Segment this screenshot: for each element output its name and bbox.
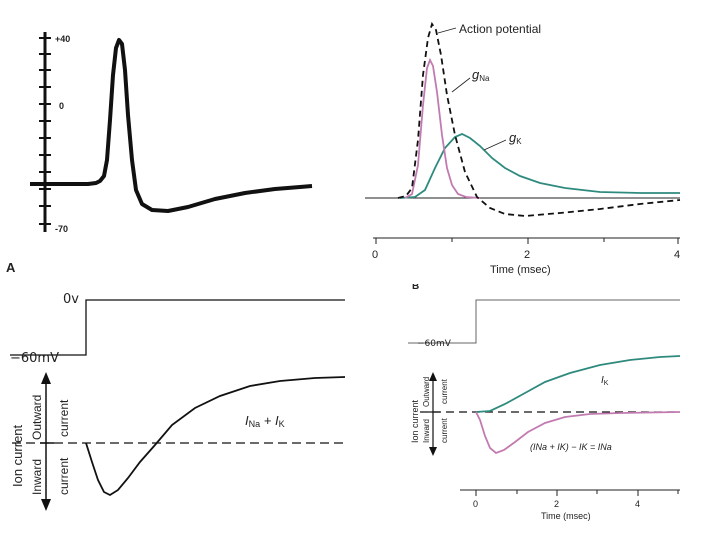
recorded-action-potential-trace <box>30 38 313 213</box>
trace-label-ina-plus-ik: INa + IK <box>245 413 285 429</box>
outward-label-d: Outward <box>422 377 431 407</box>
series-gk-curve <box>399 133 680 199</box>
tick-label-zero: 0 <box>59 101 64 111</box>
inward-arrow-icon <box>41 499 51 511</box>
voltage-label-minus60: −60mV <box>10 351 59 366</box>
panel-a-label: A <box>6 260 16 275</box>
x-tick-2: 2 <box>524 249 530 261</box>
trace-label-k: K <box>279 419 285 429</box>
panel-c-clamp: 0v −60mV INa + IK Ion current Outward cu… <box>10 292 346 511</box>
total-current-trace <box>85 376 346 497</box>
tick-label-plus40: +40 <box>55 34 70 44</box>
ina-current-trace <box>475 411 681 455</box>
panel-b-label-fragment: B <box>412 281 419 292</box>
inward-current-label-d: current <box>440 417 449 443</box>
ina-derivation-rest: Na + IK) − IK = INa <box>536 442 612 452</box>
outward-label: Outward <box>30 395 44 440</box>
ina-derivation-label: (INa + IK) − IK = INa <box>530 442 612 452</box>
x-axis-label: Time (msec) <box>490 264 551 276</box>
x-tick-0: 0 <box>372 249 378 261</box>
panel-d-clamp: −60mV IK (INa + IK) − IK = INa Ion curre… <box>408 299 681 521</box>
x-tick-4-d: 4 <box>635 499 640 509</box>
command-voltage-step-d <box>408 299 680 344</box>
trace-label-i: I <box>245 413 249 428</box>
ik-label-k: K <box>604 380 609 387</box>
outward-current-label: current <box>57 399 71 437</box>
command-voltage-step <box>10 299 345 356</box>
label-gk-sub: K <box>516 137 522 146</box>
label-gk-letter: g <box>509 130 517 145</box>
time-axis-ticks <box>375 238 679 244</box>
inward-arrow-icon-d <box>429 447 437 456</box>
inward-current-label: current <box>57 457 71 495</box>
ina-derivation-open: (I <box>530 442 536 452</box>
x-tick-4: 4 <box>674 249 680 261</box>
gna-leader-line <box>451 77 471 93</box>
gk-leader-line <box>483 139 507 151</box>
ion-current-label: Ion current <box>10 424 25 487</box>
label-gna-letter: g <box>472 67 480 82</box>
ik-label: IK <box>601 375 609 387</box>
time-axis-ticks-d <box>475 490 679 496</box>
voltage-label-minus60-d: −60mV <box>417 339 452 349</box>
x-tick-2-d: 2 <box>554 499 559 509</box>
panel-a-recording: +40 0 -70 A <box>6 32 313 275</box>
series-gna-curve <box>404 57 481 199</box>
panel-b-conductances: 0 2 4 Time (msec) Action potential gNa g… <box>365 21 680 276</box>
label-gk: gK <box>509 130 522 146</box>
trace-label-plus: + I <box>260 413 279 428</box>
recording-y-ticks <box>39 37 51 225</box>
trace-label-na: Na <box>249 419 261 429</box>
x-axis-label-d: Time (msec) <box>541 511 591 521</box>
outward-arrow-icon-d <box>429 372 437 381</box>
outward-current-label-d: current <box>440 378 449 404</box>
voltage-label-0v: 0v <box>63 292 79 307</box>
ik-label-i: I <box>601 375 604 386</box>
tick-label-minus70: -70 <box>55 224 68 234</box>
label-action-potential: Action potential <box>459 22 541 36</box>
label-gna: gNa <box>472 67 490 83</box>
inward-label-d: Inward <box>422 419 431 443</box>
ap-leader-line <box>437 27 457 34</box>
ik-current-trace <box>475 355 681 413</box>
ion-current-label-d: Ion current <box>410 399 420 443</box>
x-tick-0-d: 0 <box>473 499 478 509</box>
outward-arrow-icon <box>41 372 51 384</box>
label-gna-sub: Na <box>479 74 490 83</box>
inward-label: Inward <box>30 459 44 495</box>
